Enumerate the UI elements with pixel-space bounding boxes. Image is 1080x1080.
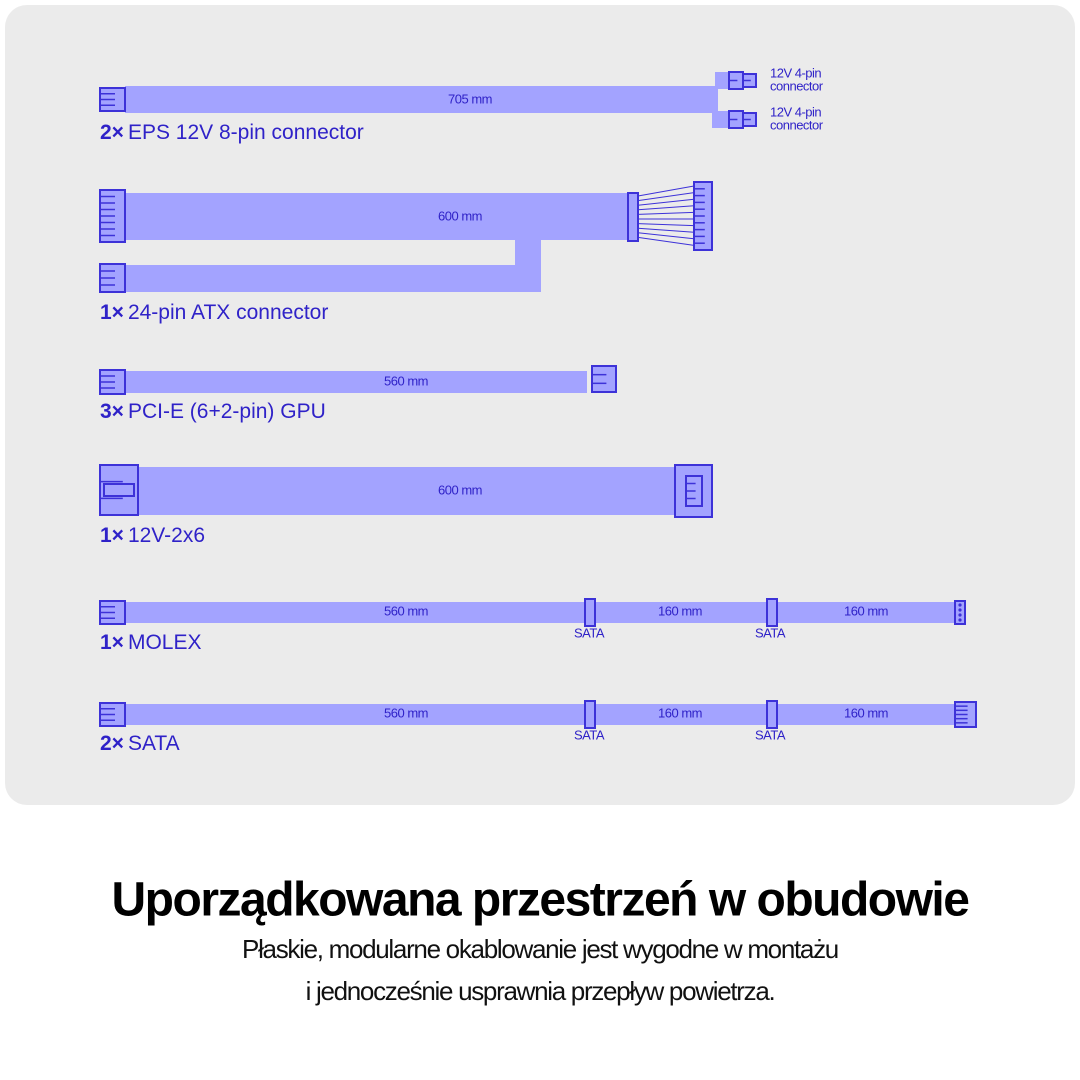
length-label: 160 mm [844, 705, 888, 720]
wire [637, 236, 695, 246]
length-label: SATA [755, 625, 786, 640]
cable-label: 1× MOLEX [100, 631, 201, 654]
connector-pin [958, 603, 962, 607]
cable [125, 704, 957, 725]
wire [637, 232, 695, 240]
cable-count: 1× [100, 631, 124, 654]
cable [125, 371, 587, 393]
length-label: SATA [755, 727, 786, 742]
cable-name: 12V-2x6 [128, 524, 205, 547]
wire [637, 185, 695, 197]
connector [591, 365, 617, 393]
cable [715, 72, 729, 89]
cable-name: EPS 12V 8-pin connector [128, 121, 364, 144]
cable-name: SATA [128, 732, 180, 755]
subtitle: i jednocześnie usprawnia przepływ powiet… [306, 976, 775, 1006]
wire [637, 198, 695, 206]
cable-label: 2× SATA [100, 732, 180, 755]
cable [125, 602, 957, 623]
length-label: SATA [574, 625, 605, 640]
cable-label: 2× EPS 12V 8-pin connector [100, 121, 364, 144]
cable-count: 1× [100, 524, 124, 547]
connector-pin [958, 613, 962, 617]
title: Uporządkowana przestrzeń w obudowie [112, 874, 970, 927]
connector [584, 598, 596, 627]
cable-name: MOLEX [128, 631, 202, 654]
cable [712, 86, 718, 128]
cable-count: 1× [100, 301, 124, 324]
wire [637, 205, 695, 211]
length-label: SATA [574, 727, 605, 742]
length-label: 12V 4-pin [770, 104, 821, 119]
length-label: 600 mm [438, 208, 482, 223]
wire [637, 211, 695, 215]
length-label: 12V 4-pin [770, 65, 821, 80]
cable-label: 1× 24-pin ATX connector [100, 301, 328, 324]
connector-pin [958, 618, 962, 622]
connector [103, 483, 135, 497]
cable [125, 265, 541, 292]
cable-label: 3× PCI-E (6+2-pin) GPU [100, 400, 326, 423]
cable [515, 238, 541, 268]
cable-count: 2× [100, 121, 124, 144]
subtitle: Płaskie, modularne okablowanie jest wygo… [242, 934, 838, 964]
cable-label: 1× 12V-2x6 [100, 524, 205, 547]
length-label: 560 mm [384, 705, 428, 720]
wire [637, 192, 695, 202]
cable [125, 193, 630, 240]
wire [637, 223, 695, 227]
cable-count: 3× [100, 400, 124, 423]
length-label: connector [770, 78, 824, 93]
length-label: 160 mm [844, 603, 888, 618]
cable [715, 111, 729, 128]
cable-name: PCI-E (6+2-pin) GPU [128, 400, 326, 423]
connector [766, 598, 778, 627]
connector-pin [958, 608, 962, 612]
length-label: 560 mm [384, 373, 428, 388]
cable [125, 86, 715, 113]
length-label: connector [770, 117, 824, 132]
wire [637, 227, 695, 233]
connector [954, 600, 966, 625]
connector [766, 700, 778, 729]
length-label: 560 mm [384, 603, 428, 618]
length-label: 160 mm [658, 603, 702, 618]
cable-name: 24-pin ATX connector [128, 301, 328, 324]
cable [138, 467, 676, 515]
connector [627, 192, 639, 242]
cable-count: 2× [100, 732, 124, 755]
connector [584, 700, 596, 729]
length-label: 600 mm [438, 482, 482, 497]
length-label: 705 mm [448, 91, 492, 106]
length-label: 160 mm [658, 705, 702, 720]
